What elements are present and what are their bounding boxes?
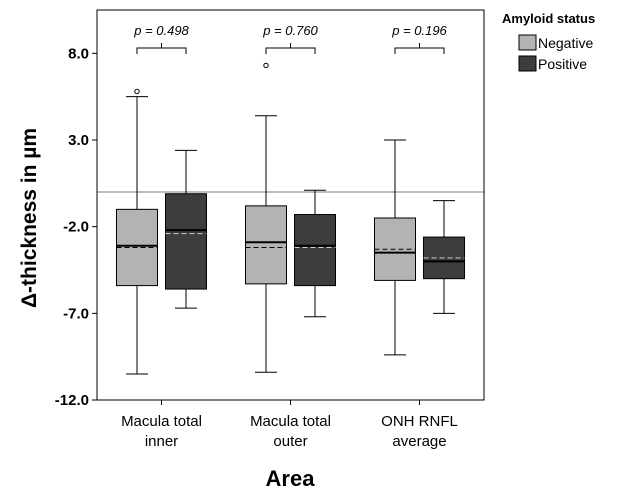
legend: Amyloid status Negative Positive [502,11,595,72]
outlier-point [263,62,269,69]
box-negative [245,205,287,285]
p-value-label: p = 0.498 [133,23,189,38]
x-axis-title: Area [266,466,316,490]
axis-layer: -12.0 -7.0 -2.0 3.0 8.0 Macula total inner Macu… [55,9,485,450]
y-tick-label: -7.0 [63,305,89,322]
significance-bracket [265,47,316,54]
outlier-point [134,88,140,95]
significance-bracket [136,47,187,54]
legend-label-negative: Negative [538,35,593,51]
x-tick-label: Macula total [250,413,331,430]
legend-swatch-negative [518,34,537,51]
y-tick-label: -2.0 [63,219,89,236]
x-tick-label: inner [145,433,178,450]
legend-swatch-positive [518,55,537,72]
plot-frame [96,9,485,401]
legend-label-positive: Positive [538,56,587,72]
legend-title: Amyloid status [502,11,595,26]
p-value-label: p = 0.196 [391,23,447,38]
x-tick-label: outer [273,433,307,450]
x-tick-label: ONH RNFL [381,413,458,430]
y-tick-label: 8.0 [68,45,89,62]
x-tick-label: average [392,433,446,450]
x-tick-label: Macula total [121,413,202,430]
y-tick-label: -12.0 [55,392,89,409]
box-positive [165,193,207,290]
y-axis-title: Δ-thickness in µm [18,128,41,308]
box-positive [294,214,336,287]
plot-layer: p = 0.498 p = 0.760 p = 0.196 [97,23,484,375]
p-value-label: p = 0.760 [262,23,318,38]
y-tick-label: 3.0 [68,132,89,149]
significance-bracket [394,47,445,54]
